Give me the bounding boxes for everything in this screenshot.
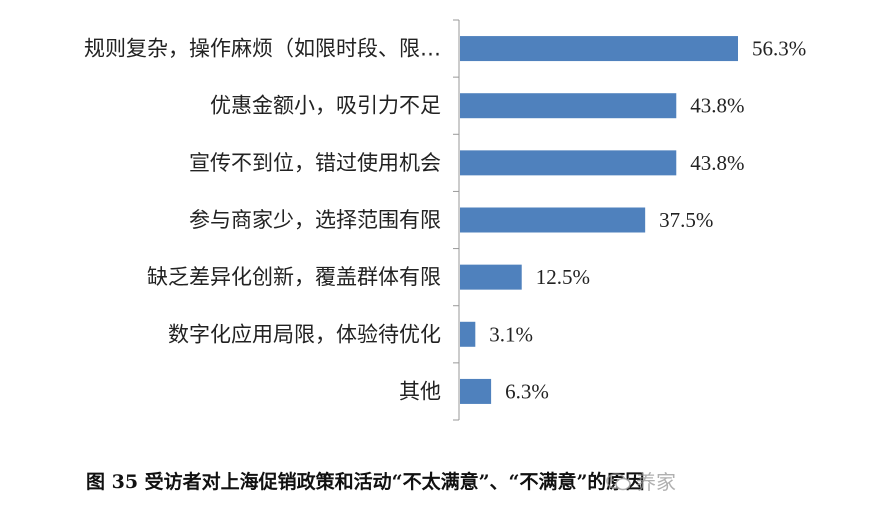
- watermark-text: 养家: [636, 470, 676, 494]
- bar: [460, 207, 646, 233]
- value-label: 6.3%: [505, 379, 549, 403]
- figure-caption: 图 35 受访者对上海促销政策和活动“不太满意”、“不满意”的原因: [86, 471, 645, 493]
- wechat-icon: [606, 473, 631, 491]
- watermark: 养家: [606, 466, 676, 498]
- bar-chart: 规则复杂，操作麻烦（如限时段、限… 优惠金额小，吸引力不足宣传不到位，错过使用机会…: [84, 19, 806, 421]
- category-label: 优惠金额小，吸引力不足: [210, 94, 441, 118]
- value-label: 43.8%: [690, 94, 744, 118]
- chart-axis: [453, 19, 460, 421]
- category-label: 缺乏差异化创新，覆盖群体有限: [147, 265, 441, 289]
- value-label: 12.5%: [536, 265, 590, 289]
- category-label: 参与商家少，选择范围有限: [189, 208, 441, 232]
- value-label: 37.5%: [659, 208, 713, 232]
- category-labels: 规则复杂，操作麻烦（如限时段、限… 优惠金额小，吸引力不足宣传不到位，错过使用机会…: [84, 37, 441, 404]
- category-label: 其他: [399, 379, 441, 403]
- bar: [460, 36, 738, 62]
- category-label: 宣传不到位，错过使用机会: [189, 151, 441, 175]
- chart-bars: [460, 36, 738, 404]
- bar: [460, 321, 476, 347]
- value-label: 56.3%: [752, 37, 806, 61]
- bar: [460, 93, 677, 119]
- value-labels: 56.3% 43.8% 43.8% 37.5% 12.5% 3.1% 6.3%: [489, 37, 806, 404]
- value-label: 43.8%: [690, 151, 744, 175]
- bar: [460, 264, 522, 290]
- bar: [460, 150, 677, 176]
- bar: [460, 378, 492, 404]
- category-label: 规则复杂，操作麻烦（如限时段、限…: [84, 37, 441, 61]
- category-label: 数字化应用局限，体验待优化: [168, 322, 441, 346]
- value-label: 3.1%: [489, 322, 533, 346]
